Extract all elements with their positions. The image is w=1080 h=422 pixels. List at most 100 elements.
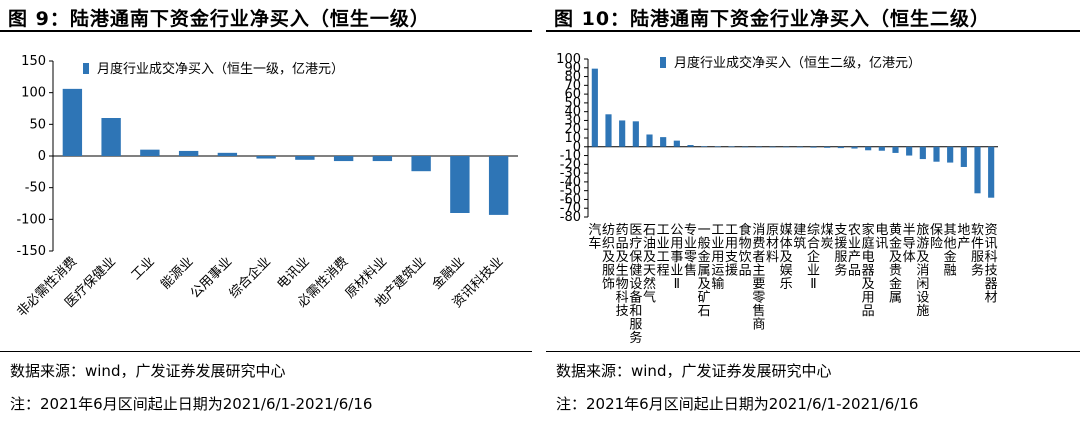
category-char: 综: [807, 223, 820, 238]
chart-panel-hs-level2: 图 10：陆港通南下资金行业净买入（恒生二级） 100 90 80 70 60 50 40 3…: [546, 0, 1080, 422]
legend-label: 月度行业成交净买入（恒生一级，亿港元）: [97, 61, 344, 77]
category-char: 导: [903, 237, 916, 252]
bar: [217, 152, 238, 156]
bar: [783, 146, 790, 148]
category-char: 闲: [916, 277, 929, 292]
category-char: 原: [766, 223, 779, 238]
category-char: 科: [616, 291, 629, 306]
category-char: 支: [725, 250, 738, 265]
y-tick-label: 50: [564, 96, 581, 111]
category-char: 建: [793, 223, 806, 238]
category-char: 一: [698, 223, 711, 238]
category-char: 零: [752, 291, 765, 306]
y-tick-label: 30: [564, 113, 581, 128]
category-char: 游: [916, 237, 929, 252]
category-char: 支: [834, 223, 847, 238]
category-char: 生: [616, 264, 629, 279]
y-tick-label: -20: [560, 157, 581, 172]
category-char: 输: [711, 276, 724, 292]
y-tick-label: 0: [38, 149, 46, 164]
category-char: 物: [616, 277, 629, 292]
category-char: 及: [643, 250, 656, 265]
bar: [755, 146, 762, 148]
category-char: 专: [684, 223, 697, 238]
y-tick-label: 100: [21, 86, 46, 101]
bar: [851, 146, 858, 149]
bar: [947, 146, 954, 163]
category-char: 和: [629, 304, 642, 319]
chart-title: 图 9：陆港通南下资金行业净买入（恒生一级）: [8, 8, 430, 30]
category-char: 黄: [889, 223, 902, 238]
category-char: 饮: [739, 250, 752, 265]
bar: [591, 68, 598, 147]
bar-chart-level1: 150 100 50 0 -50 -100 -150 月度行业成交净买入（恒生一级，亿港元） 非…: [14, 54, 518, 320]
bar: [372, 156, 393, 162]
category-char: 融: [944, 264, 957, 279]
category-char: 石: [643, 223, 656, 238]
bar: [605, 114, 612, 147]
legend-swatch: [83, 63, 89, 74]
category-char: 品: [862, 304, 875, 319]
category-char: 及: [889, 250, 902, 265]
category-char: 及: [616, 250, 629, 265]
bar: [810, 146, 817, 148]
category-char: 饰: [602, 277, 615, 292]
bar: [714, 146, 721, 148]
category-char: 农: [848, 223, 861, 238]
y-tick-label: -70: [560, 201, 581, 216]
category-char: 电: [862, 250, 875, 265]
category-char: 品: [739, 264, 752, 279]
category-char: 援: [834, 237, 847, 252]
category-char: 企: [807, 249, 820, 265]
y-tick-label: -50: [25, 181, 46, 196]
category-char: 程: [657, 264, 670, 279]
category-char: 矿: [698, 291, 711, 306]
y-tick-label: 0: [573, 140, 581, 155]
bar: [865, 146, 872, 151]
bottom-rule: [0, 351, 532, 352]
bar: [769, 146, 776, 148]
category-char: 材: [985, 291, 998, 306]
bar: [796, 146, 803, 148]
category-char: 及: [916, 250, 929, 265]
bar: [333, 156, 354, 162]
bar: [837, 146, 844, 149]
category-char: 用: [711, 250, 724, 265]
bar: [919, 146, 926, 160]
category-char: 纺: [602, 223, 615, 238]
category-label: 煤炭: [821, 223, 834, 252]
category-char: 油: [643, 237, 656, 252]
date-note: 注：2021年6月区间起止日期为2021/6/1-2021/6/16: [556, 395, 919, 413]
category-char: 般: [698, 236, 711, 252]
y-tick-label: -150: [16, 244, 46, 259]
category-char: 金: [698, 249, 711, 265]
category-char: 汽: [588, 223, 601, 238]
category-char: 物: [739, 237, 752, 252]
category-char: 金: [889, 236, 902, 252]
category-char: 业: [684, 237, 697, 252]
category-char: 品: [616, 237, 629, 252]
category-char: 媒: [780, 223, 793, 238]
category-label: 公用事业: [188, 254, 235, 301]
legend-swatch: [660, 57, 666, 68]
category-char: 业: [657, 237, 670, 252]
y-tick-label: 150: [21, 54, 46, 69]
category-char: 然: [643, 276, 656, 292]
category-char: 食: [739, 222, 752, 238]
category-char: 要: [752, 277, 765, 292]
category-char: 服: [629, 318, 642, 333]
category-char: Ⅱ: [674, 277, 680, 292]
